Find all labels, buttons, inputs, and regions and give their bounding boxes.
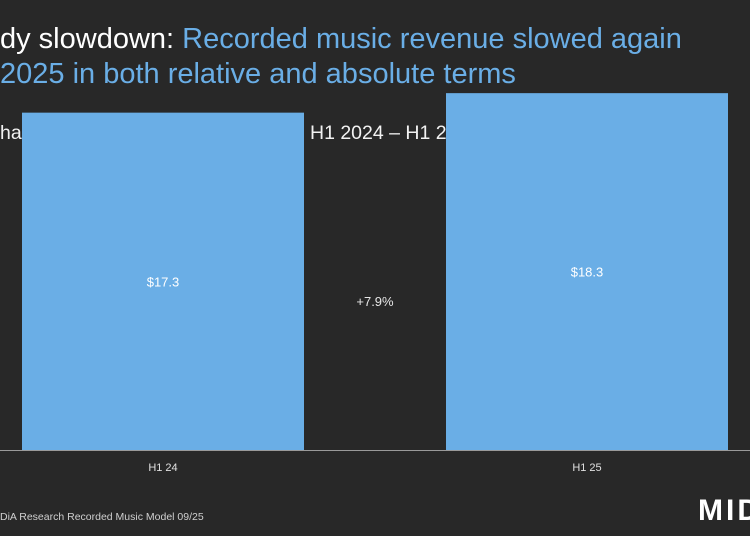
source-note: DiA Research Recorded Music Model 09/25: [0, 511, 204, 523]
brand-logo: MID: [698, 494, 750, 527]
bar-h1-24: [22, 112, 304, 451]
title-accent-1: Recorded music revenue slowed again: [182, 23, 682, 55]
bar-h1-25: [446, 93, 728, 451]
title-line-2: 2025 in both relative and absolute terms: [0, 57, 750, 92]
x-tick-label: H1 25: [572, 462, 601, 474]
slide-title: dy slowdown: Recorded music revenue slow…: [0, 22, 750, 92]
bar-value-label: $17.3: [147, 274, 180, 289]
growth-annotation: +7.9%: [356, 294, 394, 309]
title-lead: dy slowdown:: [0, 23, 183, 55]
x-tick-label: H1 24: [148, 462, 177, 474]
bar-value-label: $18.3: [571, 265, 604, 280]
title-accent-2: 2025 in both relative and absolute terms: [0, 58, 516, 90]
title-line-1: dy slowdown: Recorded music revenue slow…: [0, 22, 750, 57]
